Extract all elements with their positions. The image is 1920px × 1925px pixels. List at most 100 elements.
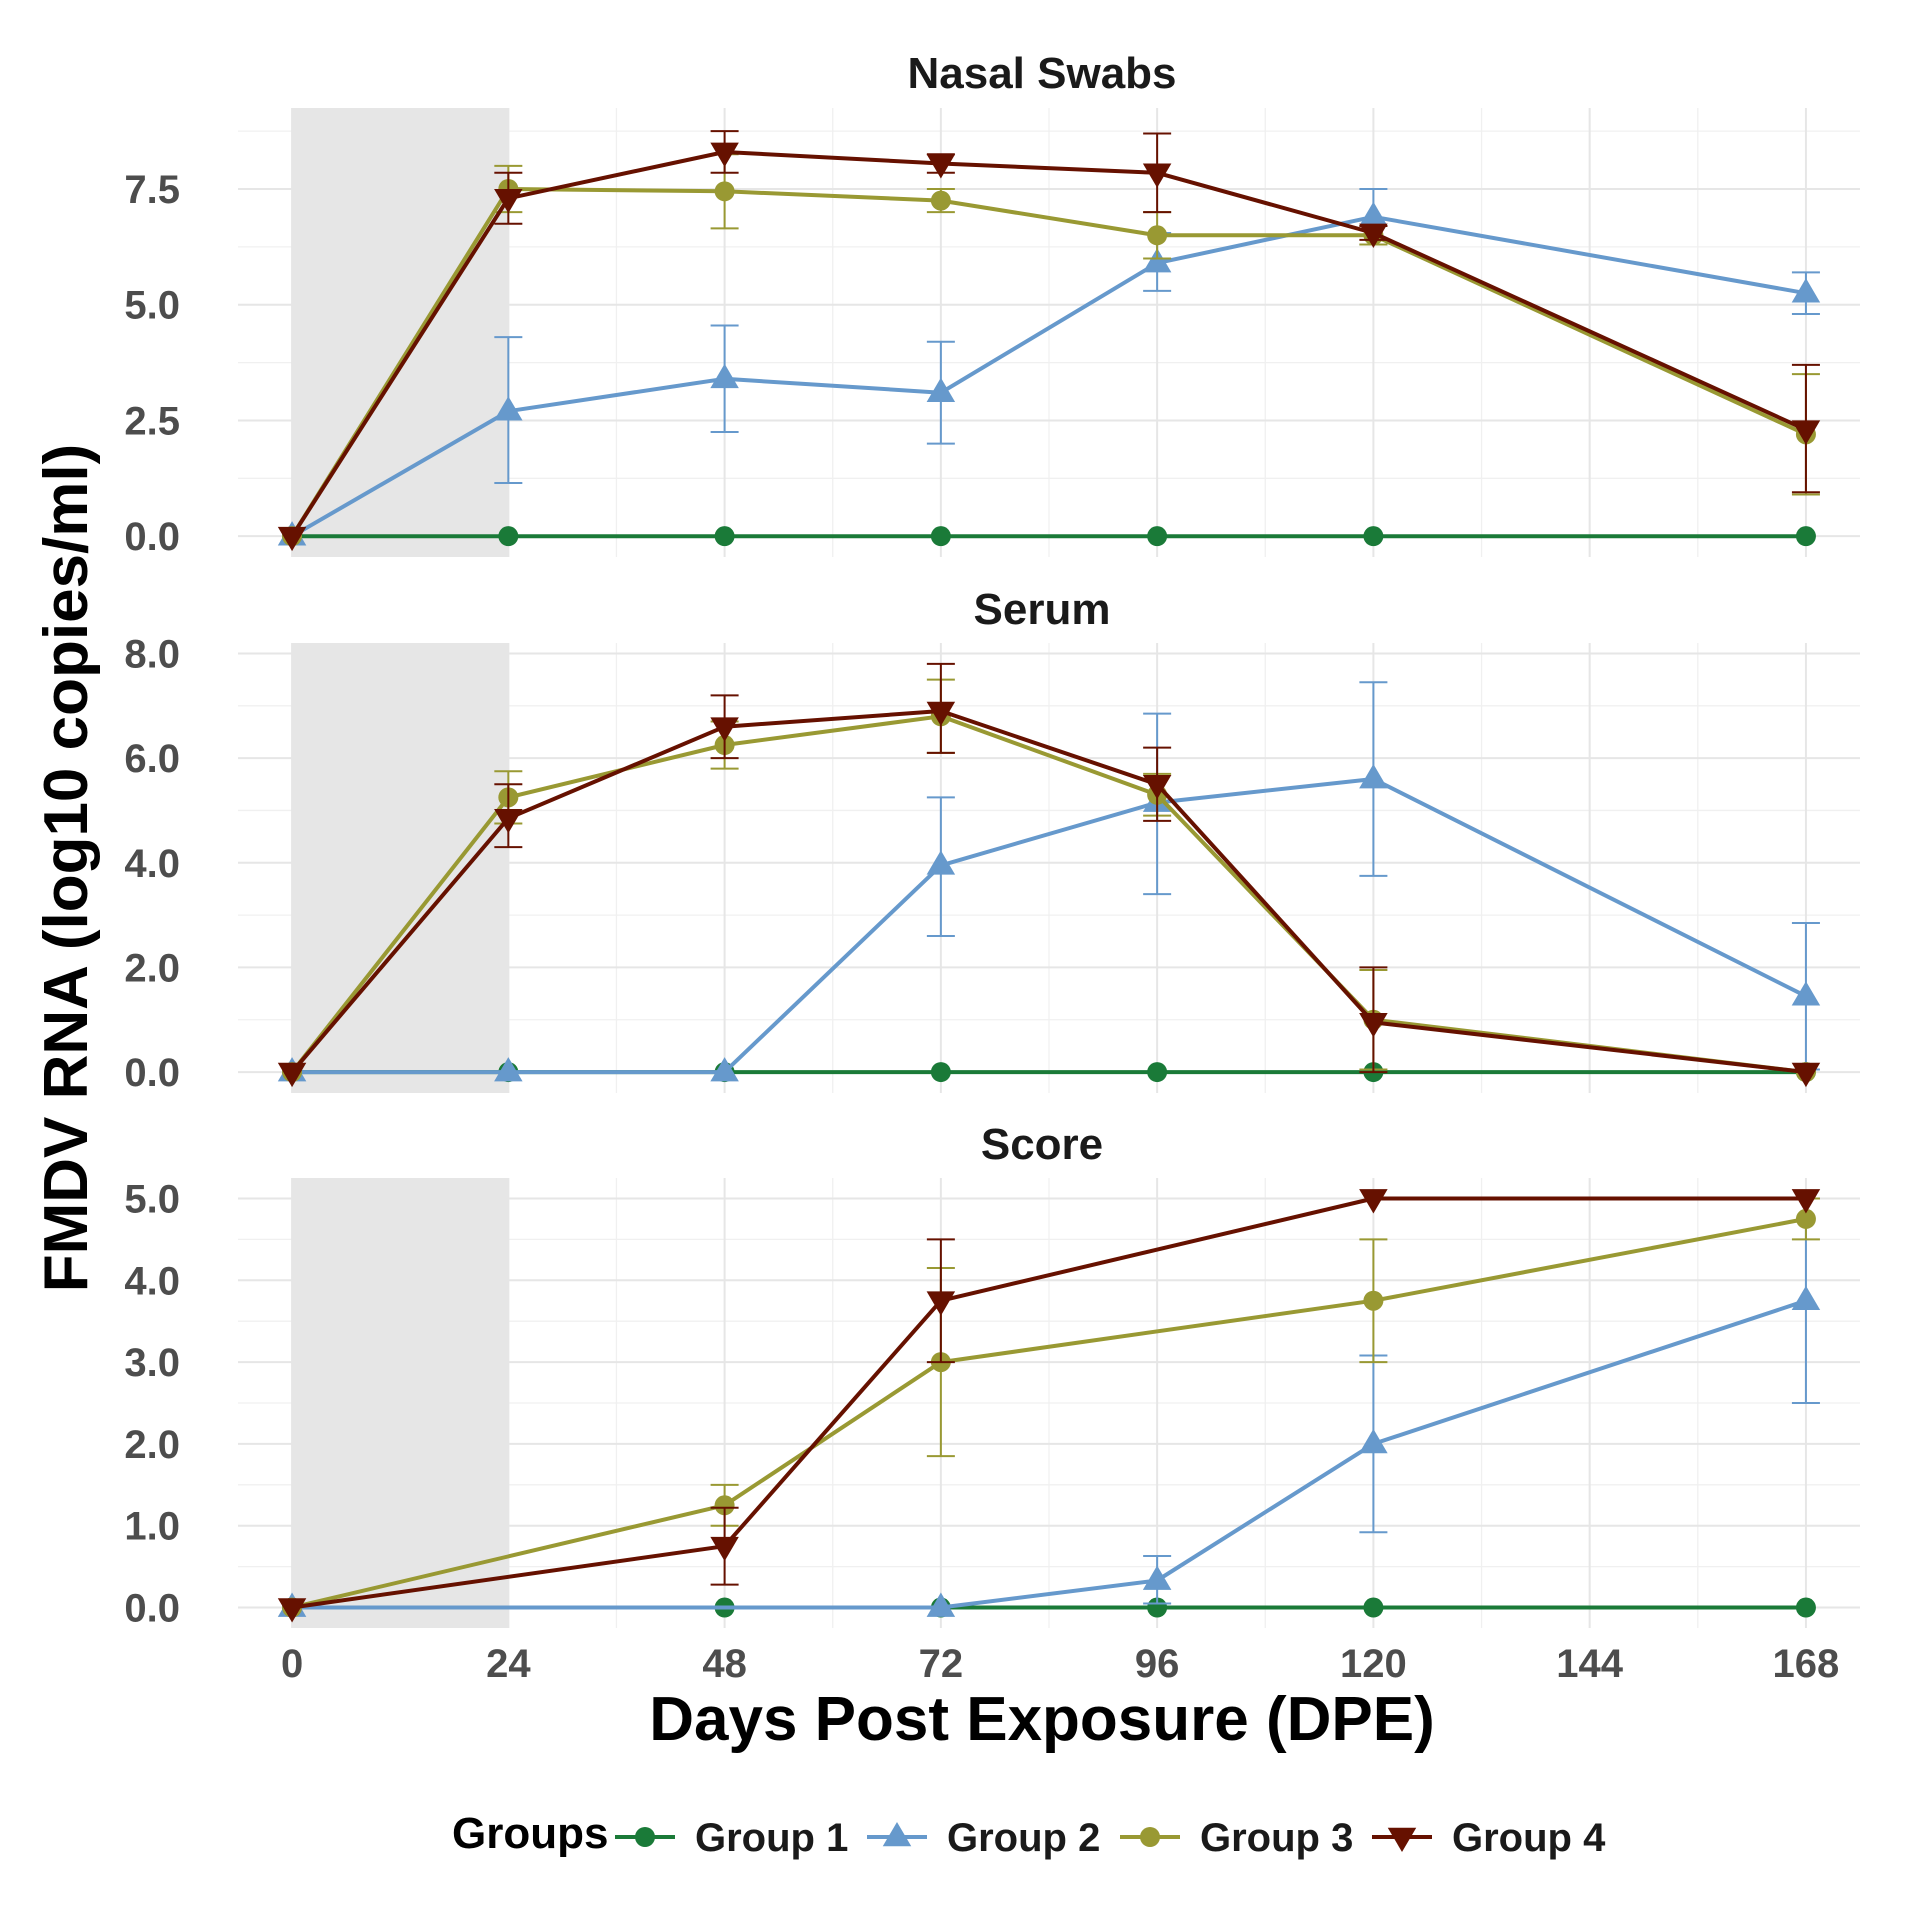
data-point (926, 377, 956, 402)
x-tick-label: 0 (281, 1642, 303, 1686)
shaded-region (292, 108, 509, 557)
shaded-region (292, 1178, 509, 1628)
data-point (277, 1062, 307, 1088)
data-point (494, 808, 523, 834)
legend-label: Group 2 (947, 1816, 1100, 1860)
data-point (1147, 526, 1168, 547)
data-point (1147, 225, 1168, 246)
series-group-4 (277, 1189, 1821, 1623)
panel-title: Score (981, 1120, 1103, 1169)
data-point (930, 526, 951, 547)
series-group-4 (277, 130, 1821, 552)
data-point (1363, 1597, 1384, 1618)
data-point (498, 526, 519, 547)
y-tick-label: 0.0 (124, 1587, 180, 1631)
data-point (1142, 248, 1172, 273)
legend-item-group-3: Group 3 (1120, 1816, 1353, 1860)
data-point (1791, 420, 1821, 445)
shaded-region (292, 643, 509, 1093)
data-point (930, 1062, 951, 1083)
x-tick-label: 120 (1340, 1642, 1407, 1686)
data-point (710, 1536, 739, 1562)
panel-title: Nasal Swabs (907, 49, 1176, 98)
data-point (1363, 526, 1384, 547)
series-group-2 (277, 681, 1821, 1082)
x-tick-label: 24 (486, 1642, 531, 1686)
data-point (1791, 1062, 1821, 1088)
data-point (1795, 1597, 1816, 1618)
data-point (277, 526, 307, 552)
x-tick-label: 72 (919, 1642, 964, 1686)
y-tick-label: 5.0 (124, 284, 180, 328)
data-point (1359, 1013, 1388, 1038)
panel-serum: 0.0 2.0 4.0 6.0 8.0 Serum (124, 585, 1860, 1095)
data-point (1142, 1565, 1172, 1590)
x-tick-label: 168 (1773, 1642, 1840, 1686)
data-point (926, 154, 956, 179)
y-tick-label: 4.0 (124, 1259, 180, 1303)
legend-label: Group 4 (1452, 1816, 1606, 1860)
legend-item-group-2: Group 2 (867, 1816, 1100, 1860)
data-point (714, 1495, 735, 1516)
data-point (714, 526, 735, 547)
legend: Groups Group 1 Group 2 Group 3 Group 4 (452, 1809, 1606, 1860)
legend-label: Group 1 (695, 1816, 848, 1860)
data-point (494, 1057, 523, 1082)
data-point (1142, 163, 1172, 188)
data-point (1791, 981, 1821, 1006)
data-point (277, 1598, 307, 1623)
data-point (1795, 1208, 1816, 1229)
y-tick-label: 4.0 (124, 842, 180, 886)
data-point (926, 701, 956, 727)
legend-key-marker (635, 1827, 655, 1847)
y-axis-title: FMDV RNA (log10 copies/ml) (32, 444, 101, 1293)
series-group-4 (277, 662, 1821, 1088)
data-point (710, 363, 739, 389)
data-point (710, 717, 739, 742)
data-point (926, 850, 956, 875)
data-point (1359, 223, 1388, 248)
data-point (494, 188, 523, 214)
y-tick-label: 2.5 (124, 399, 180, 443)
x-tick-label: 48 (702, 1642, 747, 1686)
data-point (714, 181, 735, 202)
panel-nasal-swabs: 0.0 2.5 5.0 7.5 Nasal Swabs (124, 49, 1860, 559)
data-point (710, 1057, 739, 1082)
y-tick-label: 2.0 (124, 1423, 180, 1467)
series-group-2 (277, 188, 1821, 546)
data-point (1147, 1062, 1168, 1083)
data-point (930, 190, 951, 211)
y-tick-label: 0.0 (124, 515, 180, 559)
data-point (1363, 1290, 1384, 1311)
legend-key-marker (882, 1822, 912, 1847)
legend-title: Groups (452, 1809, 608, 1858)
y-tick-label: 7.5 (124, 168, 180, 212)
y-tick-label: 3.0 (124, 1341, 180, 1385)
legend-item-group-1: Group 1 (615, 1816, 848, 1860)
y-tick-label: 6.0 (124, 737, 180, 781)
data-point (710, 142, 739, 167)
y-tick-label: 5.0 (124, 1177, 180, 1221)
data-point (1142, 774, 1172, 800)
y-tick-label: 1.0 (124, 1505, 180, 1549)
data-point (926, 1592, 956, 1617)
data-point (1359, 201, 1388, 227)
data-point (926, 1291, 956, 1316)
y-tick-label: 8.0 (124, 632, 180, 676)
data-point (494, 396, 523, 421)
x-tick-label: 144 (1556, 1642, 1623, 1686)
legend-item-group-4: Group 4 (1372, 1816, 1606, 1860)
data-point (1359, 1428, 1388, 1454)
legend-key-marker (1140, 1827, 1160, 1847)
legend-label: Group 3 (1200, 1816, 1353, 1860)
panel-title: Serum (974, 585, 1111, 634)
data-point (1795, 526, 1816, 547)
data-point (1359, 764, 1388, 789)
x-axis-title: Days Post Exposure (DPE) (649, 1685, 1435, 1754)
panel-score: 0.0 1.0 2.0 3.0 4.0 5.0 Score (124, 1120, 1860, 1631)
data-point (1791, 278, 1821, 303)
data-point (1791, 1189, 1821, 1214)
data-point (1791, 1285, 1821, 1311)
